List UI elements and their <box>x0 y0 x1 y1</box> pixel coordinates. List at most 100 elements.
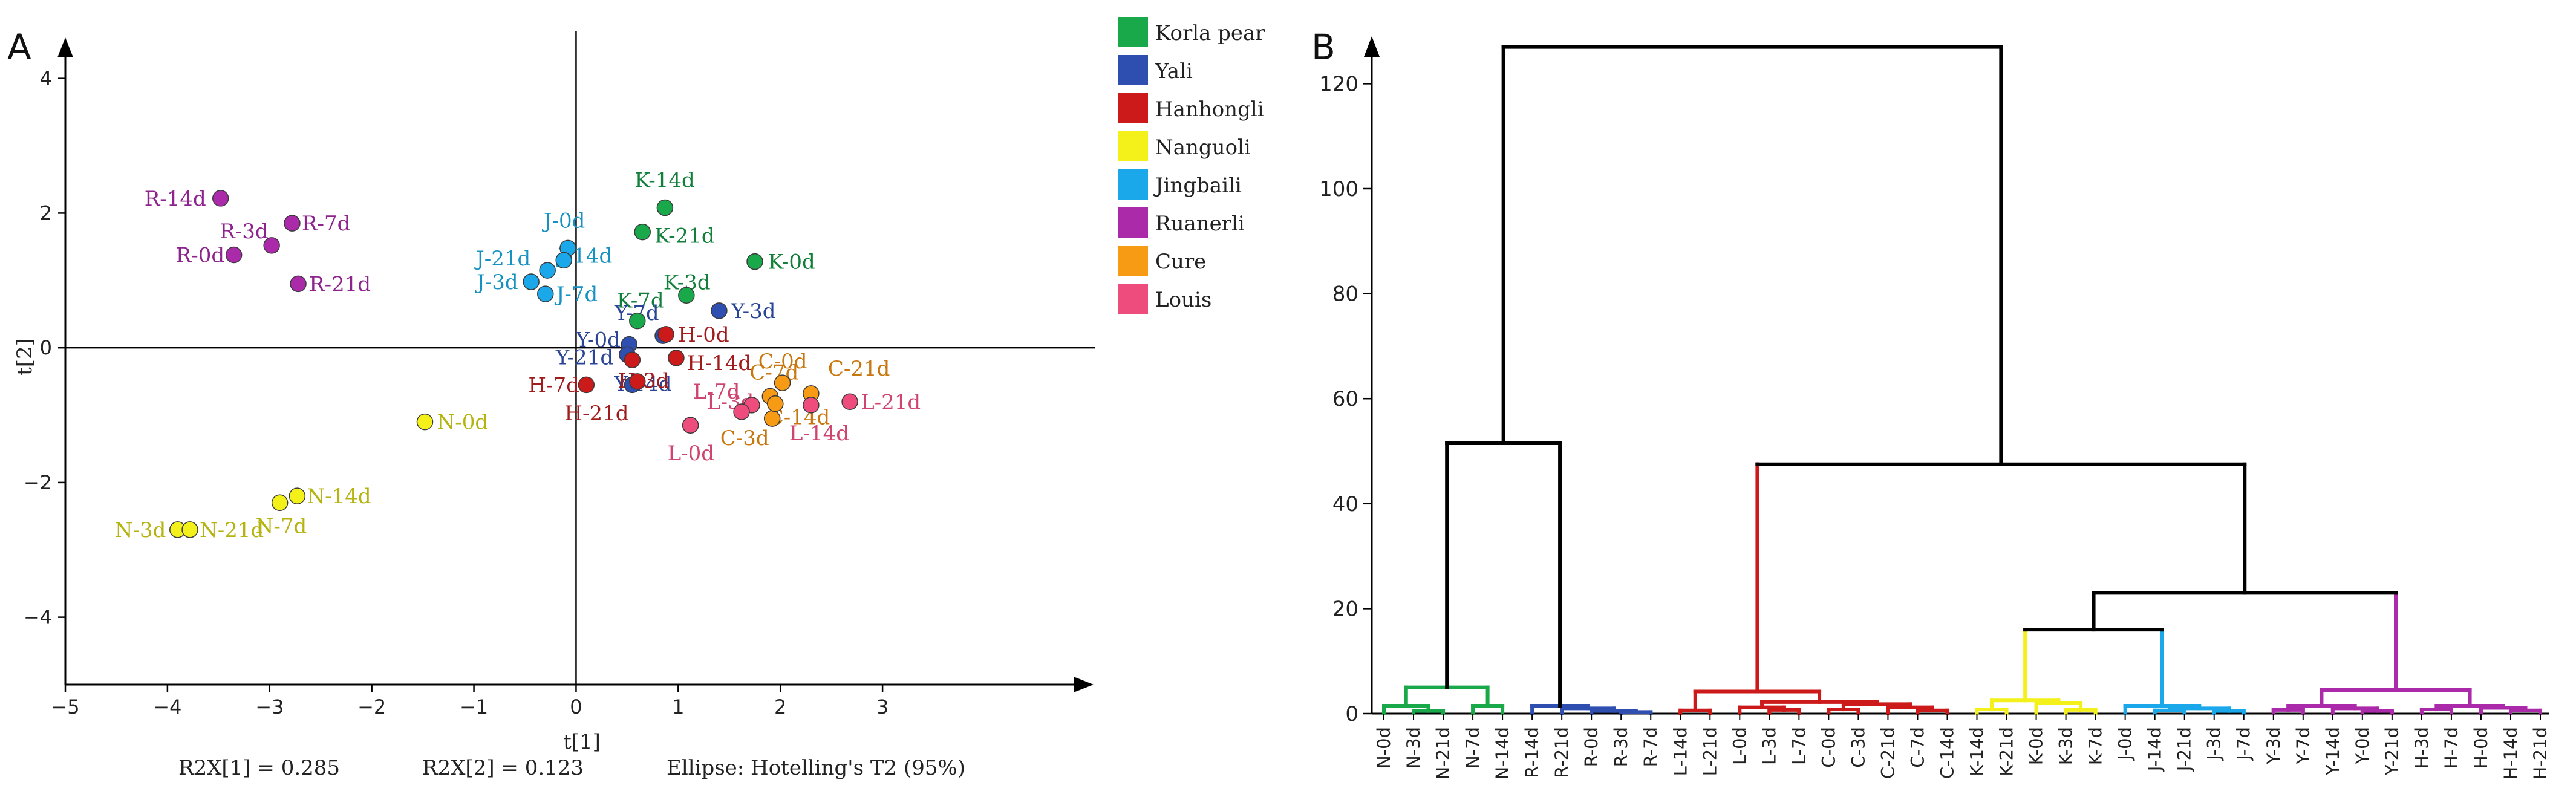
legend-item: Yali <box>1118 55 1193 85</box>
y-tick-label: 4 <box>40 67 52 90</box>
scatter-point <box>555 252 572 269</box>
point-label: L-0d <box>668 441 714 466</box>
point-labels: K-0dK-3dK-7dK-14dK-21dY-0dY-3dY-7dY-14dY… <box>115 169 921 542</box>
leaf-label: J-14d <box>2145 727 2165 772</box>
legend-label: Jingbaili <box>1153 174 1242 198</box>
leaf-label: K-14d <box>1967 727 1987 776</box>
scatter-point <box>634 223 651 241</box>
point-label: H-7d <box>528 373 579 397</box>
scatter-point <box>523 273 540 290</box>
leaf-label: Y-21d <box>2382 727 2402 776</box>
leaf-label: Y-7d <box>2293 727 2314 765</box>
legend-label: Louis <box>1155 288 1211 312</box>
leaf-label: C-0d <box>1818 727 1839 768</box>
leaf-label: L-21d <box>1700 727 1720 776</box>
x-tick-label: −2 <box>357 695 386 718</box>
scatter-point <box>841 393 858 411</box>
scatter-point <box>212 190 229 207</box>
leaf-label: C-21d <box>1877 727 1898 779</box>
legend-item: Ruanerli <box>1118 207 1245 238</box>
y-axis-arrow <box>1364 36 1380 57</box>
leaf-label: C-14d <box>1937 727 1957 779</box>
legend-label: Hanhongli <box>1155 97 1264 122</box>
panel-b-tree <box>1382 45 2542 715</box>
legend-label: Nanguoli <box>1155 135 1251 160</box>
leaf-label: K-7d <box>2085 727 2106 765</box>
legend-item: Louis <box>1118 284 1211 314</box>
legend-swatch <box>1118 93 1148 123</box>
scatter-point <box>656 199 674 216</box>
scatter-point <box>767 395 784 412</box>
legend-label: Ruanerli <box>1155 212 1245 236</box>
leaf-label: K-3d <box>2056 727 2076 765</box>
scatter-point <box>733 403 750 420</box>
point-label: H-21d <box>564 402 628 426</box>
scatter-point <box>289 487 306 504</box>
leaf-label: C-3d <box>1848 727 1868 768</box>
scatter-point <box>181 521 198 538</box>
y-axis-arrow <box>57 37 73 57</box>
leaf-label: J-21d <box>2174 727 2195 772</box>
point-label: N-0d <box>437 411 488 435</box>
leaf-label: N-14d <box>1492 727 1513 779</box>
panel-a-ticks: −5 −4 −3 −2 −1 0 1 2 3 −4 −2 0 2 4 <box>24 67 889 718</box>
y-tick-label: 40 <box>1332 492 1358 516</box>
point-label: N-21d <box>200 518 264 542</box>
y-tick-label: 0 <box>40 336 52 359</box>
legend-swatch <box>1118 17 1148 47</box>
scatter-point <box>537 285 554 302</box>
legend-swatch <box>1118 207 1148 238</box>
y-tick-label: 120 <box>1319 72 1358 96</box>
scatter-point <box>290 275 307 293</box>
panel-a-points: K-0dK-3dK-7dK-14dK-21dY-0dY-3dY-7dY-14dY… <box>115 169 921 542</box>
panel-a-axes <box>57 31 1095 692</box>
leaf-label: H-14d <box>2500 727 2521 780</box>
legend-label: Korla pear <box>1155 21 1265 45</box>
point-label: R-7d <box>302 212 350 236</box>
point-label: N-3d <box>115 518 166 542</box>
point-label: K-0d <box>768 250 815 275</box>
legend-swatch <box>1118 284 1148 314</box>
leaf-label: R-7d <box>1640 727 1661 767</box>
panel-b-axes: 0 20 40 60 80 100 120 <box>1319 36 2549 726</box>
point-label: L-14d <box>789 421 849 446</box>
leaf-label: H-21d <box>2530 727 2551 780</box>
x-tick-label: −1 <box>460 695 488 718</box>
leaf-label: L-14d <box>1670 727 1691 776</box>
point-label: L-21d <box>861 390 921 414</box>
legend-label: Cure <box>1155 250 1206 274</box>
y-tick-label: 20 <box>1332 597 1358 621</box>
leaf-label: N-0d <box>1374 727 1394 769</box>
scatter-point <box>416 413 434 431</box>
scatter-point <box>657 326 674 343</box>
legend-swatch <box>1118 169 1148 200</box>
x-axis-label: t[1] <box>563 730 601 754</box>
point-label: R-14d <box>145 187 206 211</box>
scatter-point <box>271 494 289 512</box>
point-label: K-7d <box>617 289 664 313</box>
scatter-point <box>711 302 728 319</box>
point-markers <box>169 190 858 538</box>
leaf-label: C-7d <box>1907 727 1928 768</box>
leaf-label: H-0d <box>2471 727 2491 769</box>
scatter-point <box>225 246 243 264</box>
legend-swatch <box>1118 55 1148 85</box>
leaf-label: Y-14d <box>2323 727 2343 776</box>
legend-item: Cure <box>1118 246 1206 276</box>
point-label: R-21d <box>309 272 371 296</box>
scatter-point <box>803 397 820 414</box>
scatter-point <box>774 374 791 391</box>
leaf-label: J-7d <box>2234 727 2254 761</box>
legend-item: Jingbaili <box>1118 169 1242 200</box>
point-label: L-7d <box>693 380 740 404</box>
leaf-label: R-14d <box>1522 727 1542 778</box>
point-label: N-14d <box>307 484 371 509</box>
leaf-label: L-7d <box>1789 727 1809 765</box>
leaf-label: Y-0d <box>2352 727 2373 765</box>
leaf-label: Y-3d <box>2263 727 2284 765</box>
leaf-label: N-3d <box>1403 727 1424 769</box>
point-label: Y-21d <box>555 345 613 369</box>
scatter-point <box>624 351 641 368</box>
panel-a-letter: A <box>7 27 31 68</box>
